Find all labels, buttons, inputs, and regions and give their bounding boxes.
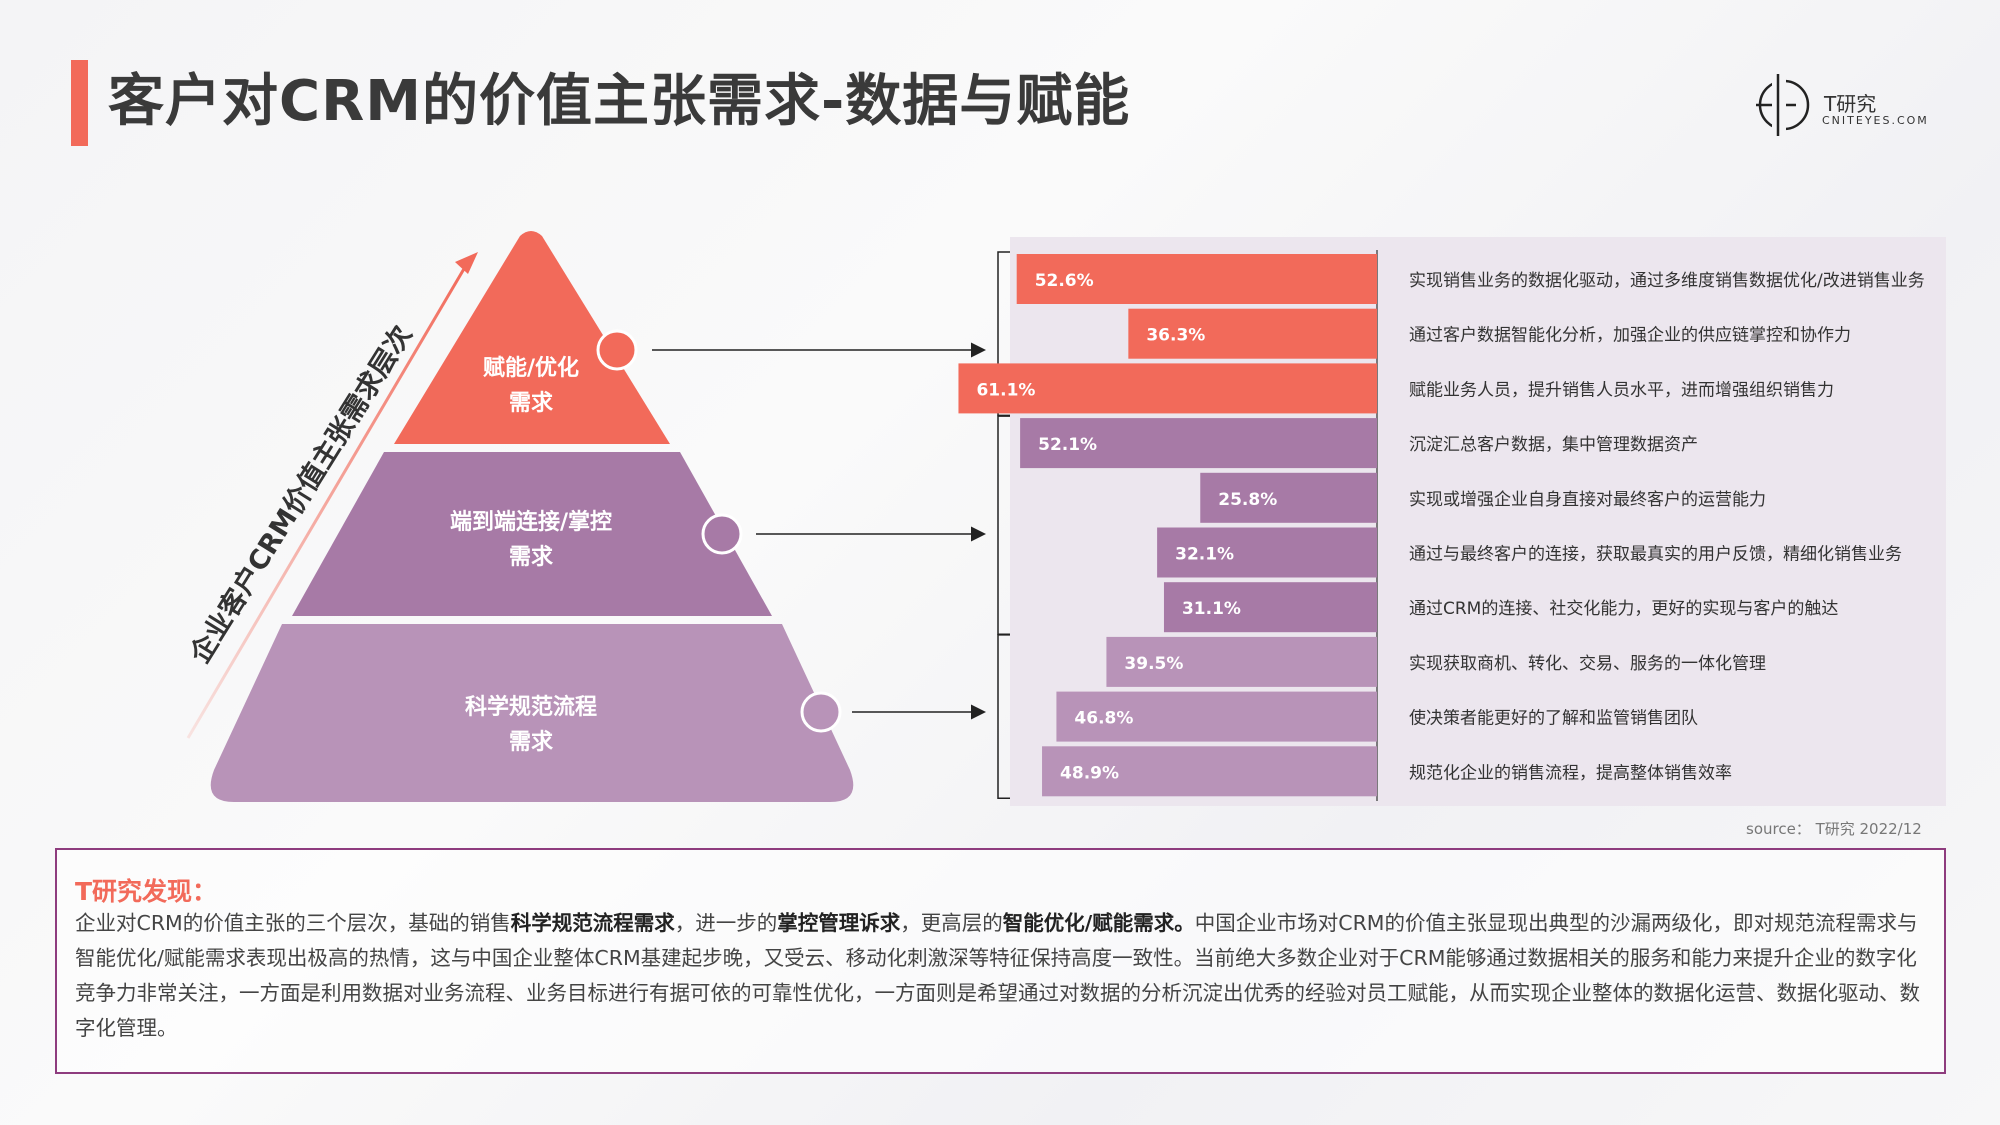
bar-value-label-4: 52.1% <box>1038 435 1097 455</box>
bar-value-label-9: 46.8% <box>1074 709 1133 729</box>
logo-icon <box>1756 70 1810 140</box>
category-label-6: 通过与最终客户的连接，获取最真实的用户反馈，精细化销售业务 <box>1409 545 1902 565</box>
source-note: source： T研究 2022/12 <box>1746 820 1922 838</box>
title-accent-bar <box>71 60 88 146</box>
pyramid-level-1-sublabel: 需求 <box>509 391 553 416</box>
bar-value-label-6: 32.1% <box>1175 545 1234 565</box>
bar-chart: 52.6% 实现销售业务的数据化驱动，通过多维度销售数据优化/改进销售业务 36.3… <box>958 250 1925 801</box>
findings-highlight-3: 智能优化/赋能需求。 <box>1002 911 1195 935</box>
axis-arrow-line <box>186 261 470 739</box>
bar-value-label-2: 36.3% <box>1146 326 1205 346</box>
logo-domain: CNITEYES.COM <box>1822 114 1929 127</box>
findings-highlight-1: 科学规范流程需求 <box>510 911 675 935</box>
bar-3 <box>958 363 1377 414</box>
category-label-4: 沉淀汇总客户数据，集中管理数据资产 <box>1409 435 1698 455</box>
bar-10 <box>1042 746 1377 797</box>
bar-5 <box>1200 472 1377 523</box>
findings-text-3: ，更高层的 <box>900 911 1003 935</box>
pyramid-level-1-label: 赋能/优化 <box>483 355 579 381</box>
pyramid-level-3-label: 科学规范流程 <box>465 694 597 720</box>
findings-body: 企业对CRM的价值主张的三个层次，基础的销售科学规范流程需求，进一步的掌控管理诉… <box>75 906 1930 1046</box>
pyramid-level-3-sublabel: 需求 <box>509 730 553 755</box>
findings-text-2: ，进一步的 <box>674 911 778 935</box>
page-title: 客户对CRM的价值主张需求-数据与赋能 <box>108 69 1131 134</box>
findings-text-1: 企业对CRM的价值主张的三个层次，基础的销售 <box>75 911 511 935</box>
findings-highlight-2: 掌控管理诉求 <box>777 911 901 935</box>
category-label-1: 实现销售业务的数据化驱动，通过多维度销售数据优化/改进销售业务 <box>1409 271 1925 291</box>
category-label-8: 实现获取商机、转化、交易、服务的一体化管理 <box>1409 654 1766 674</box>
category-label-10: 规范化企业的销售流程，提高整体销售效率 <box>1409 763 1732 783</box>
findings-box: T研究发现： 企业对CRM的价值主张的三个层次，基础的销售科学规范流程需求，进一… <box>55 848 1946 1074</box>
group-bracket-3 <box>997 634 1010 800</box>
bar-value-label-10: 48.9% <box>1060 763 1119 783</box>
bar-9 <box>1056 691 1377 742</box>
axis-arrow-head <box>455 252 478 274</box>
findings-title: T研究发现： <box>75 877 218 906</box>
bar-7 <box>1163 582 1377 633</box>
logo-text: T研究 <box>1824 92 1877 116</box>
pyramid-level-3 <box>210 624 854 802</box>
bar-4 <box>1020 418 1377 469</box>
bar-8 <box>1106 636 1377 687</box>
category-label-3: 赋能业务人员，提升销售人员水平，进而增强组织销售力 <box>1409 380 1834 400</box>
pyramid-level-1 <box>394 231 670 444</box>
connector-dot-1 <box>596 329 638 371</box>
category-label-9: 使决策者能更好的了解和监管销售团队 <box>1409 708 1698 729</box>
pyramid-level-2-sublabel: 需求 <box>509 545 553 570</box>
findings-text-4: 中国企业市场对CRM的价值主张显现出典型的沙漏两级化，即对规范流程需求与智能优化… <box>75 911 1920 1040</box>
pyramid-level-2-label: 端到端连接/掌控 <box>450 509 612 535</box>
category-label-5: 实现或增强企业自身直接对最终客户的运营能力 <box>1409 490 1766 510</box>
connector-dot-3 <box>800 691 842 733</box>
pyramid-level-2 <box>292 452 772 616</box>
connector-dot-2 <box>701 513 743 555</box>
bar-2 <box>1128 308 1377 359</box>
pyramid-diagram: 企业客户CRM价值主张需求层次 赋能/优化 需求 端到端连接/掌控 需求 科学规… <box>184 231 986 802</box>
bar-1 <box>1016 254 1377 304</box>
bar-value-label-7: 31.1% <box>1182 599 1241 619</box>
category-label-2: 通过客户数据智能化分析，加强企业的供应链掌控和协作力 <box>1409 326 1851 346</box>
group-bracket-2 <box>997 415 1010 635</box>
bar-6 <box>1157 527 1377 578</box>
bar-value-label-8: 39.5% <box>1124 654 1183 674</box>
bar-value-label-3: 61.1% <box>976 380 1035 400</box>
bar-value-label-5: 25.8% <box>1218 490 1277 510</box>
bar-value-label-1: 52.6% <box>1035 271 1094 291</box>
category-label-7: 通过CRM的连接、社交化能力，更好的实现与客户的触达 <box>1409 599 1838 619</box>
